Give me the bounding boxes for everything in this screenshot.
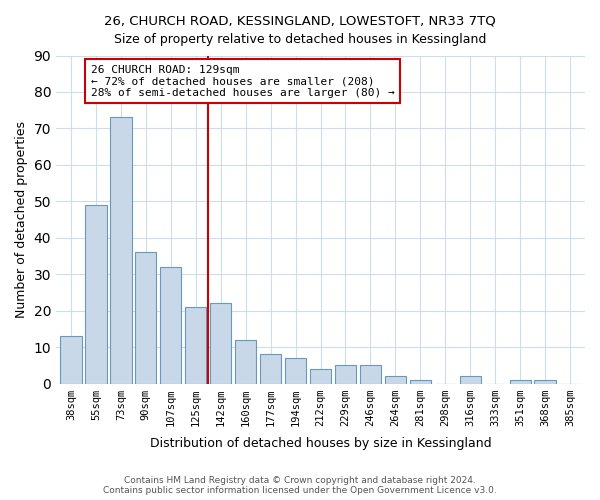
Text: 26, CHURCH ROAD, KESSINGLAND, LOWESTOFT, NR33 7TQ: 26, CHURCH ROAD, KESSINGLAND, LOWESTOFT,…	[104, 15, 496, 28]
Bar	[385, 376, 406, 384]
Text: Size of property relative to detached houses in Kessingland: Size of property relative to detached ho…	[114, 32, 486, 46]
Bar	[260, 354, 281, 384]
Bar	[360, 366, 381, 384]
Bar	[235, 340, 256, 384]
Bar	[310, 369, 331, 384]
Text: 26 CHURCH ROAD: 129sqm
← 72% of detached houses are smaller (208)
28% of semi-de: 26 CHURCH ROAD: 129sqm ← 72% of detached…	[91, 64, 395, 98]
Bar	[85, 205, 107, 384]
X-axis label: Distribution of detached houses by size in Kessingland: Distribution of detached houses by size …	[150, 437, 491, 450]
Bar	[110, 118, 131, 384]
Bar	[535, 380, 556, 384]
Bar	[185, 307, 206, 384]
Bar	[285, 358, 306, 384]
Y-axis label: Number of detached properties: Number of detached properties	[15, 121, 28, 318]
Bar	[135, 252, 157, 384]
Bar	[335, 366, 356, 384]
Text: Contains HM Land Registry data © Crown copyright and database right 2024.
Contai: Contains HM Land Registry data © Crown c…	[103, 476, 497, 495]
Bar	[210, 304, 232, 384]
Bar	[460, 376, 481, 384]
Bar	[160, 267, 181, 384]
Bar	[61, 336, 82, 384]
Bar	[410, 380, 431, 384]
Bar	[509, 380, 531, 384]
